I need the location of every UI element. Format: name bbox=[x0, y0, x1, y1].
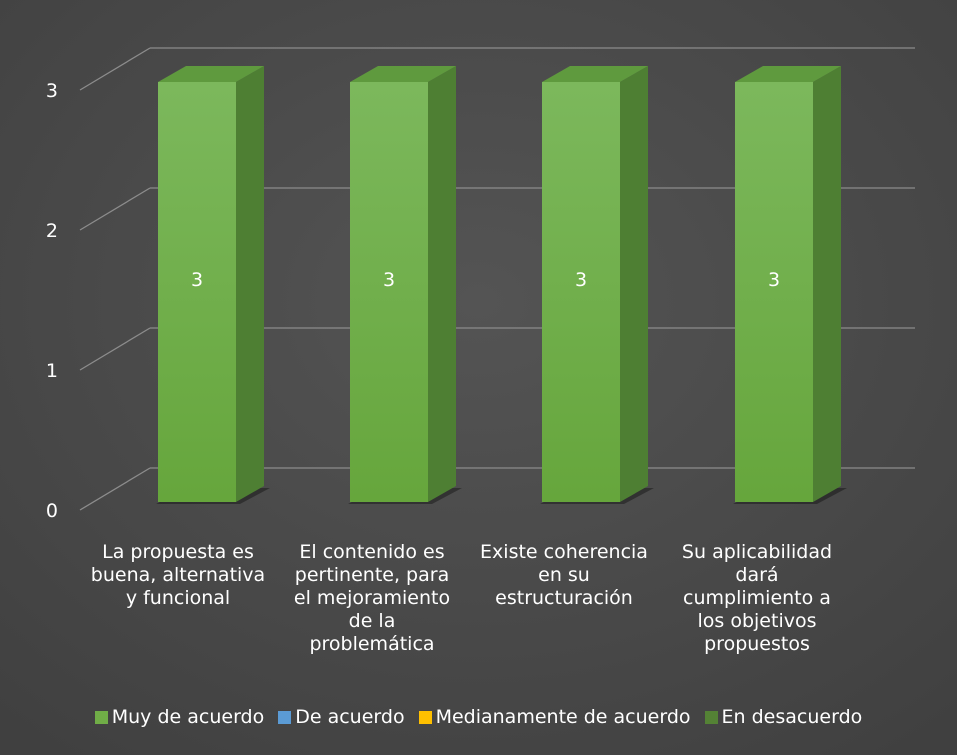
bar-4 bbox=[735, 82, 813, 502]
bar-top-3 bbox=[542, 66, 648, 82]
data-label-1: 3 bbox=[191, 269, 203, 291]
bar-side-1 bbox=[236, 66, 264, 502]
category-label-1-line-3: y funcional bbox=[125, 587, 231, 609]
legend-label-en-desacuerdo: En desacuerdo bbox=[721, 706, 863, 728]
category-label-2-line-5: problemática bbox=[309, 633, 435, 655]
category-label-1-line-2: buena, alternativa bbox=[90, 564, 266, 586]
bar-side-3 bbox=[620, 66, 648, 502]
y-tick-label-3: 3 bbox=[46, 80, 58, 102]
y-tick-label-1: 1 bbox=[46, 360, 58, 382]
bar-side-4 bbox=[813, 66, 841, 502]
bar-top-4 bbox=[735, 66, 841, 82]
category-label-4-line-5: propuestos bbox=[704, 633, 810, 655]
bar-1 bbox=[158, 82, 236, 502]
legend-item-de-acuerdo: De acuerdo bbox=[278, 706, 405, 728]
legend-swatch-medianamente-de-acuerdo bbox=[418, 710, 432, 724]
legend-label-muy-de-acuerdo: Muy de acuerdo bbox=[111, 706, 265, 728]
legend-swatch-en-desacuerdo bbox=[704, 710, 718, 724]
bar-2 bbox=[350, 82, 428, 502]
legend-item-medianamente-de-acuerdo: Medianamente de acuerdo bbox=[418, 706, 691, 728]
bar-side-2 bbox=[428, 66, 456, 502]
gridline-diagonal-1 bbox=[79, 327, 151, 371]
legend-item-en-desacuerdo: En desacuerdo bbox=[704, 706, 863, 728]
category-label-2: El contenido es pertinente, para el mejo… bbox=[282, 541, 462, 656]
category-label-2-line-3: el mejoramiento bbox=[293, 587, 451, 609]
category-label-4: Su aplicabilidad dará cumplimiento a los… bbox=[667, 541, 847, 656]
gridline-diagonal-3 bbox=[79, 47, 151, 91]
category-label-2-line-1: El contenido es bbox=[299, 541, 445, 563]
bar-3 bbox=[542, 82, 620, 502]
legend: Muy de acuerdo De acuerdo Medianamente d… bbox=[0, 706, 957, 728]
y-tick-label-0: 0 bbox=[46, 500, 58, 522]
data-label-3: 3 bbox=[575, 269, 587, 291]
gridline-diagonal-0 bbox=[79, 467, 151, 511]
category-label-4-line-2: dará bbox=[735, 564, 779, 586]
category-label-3-line-3: estructuración bbox=[495, 587, 633, 609]
category-label-4-line-1: Su aplicabilidad bbox=[681, 541, 833, 563]
legend-swatch-de-acuerdo bbox=[278, 710, 292, 724]
y-tick-label-2: 2 bbox=[46, 220, 58, 242]
legend-label-de-acuerdo: De acuerdo bbox=[295, 706, 405, 728]
gridline-diagonal-2 bbox=[79, 187, 151, 231]
category-label-1-line-1: La propuesta es bbox=[102, 541, 254, 563]
legend-swatch-muy-de-acuerdo bbox=[94, 710, 108, 724]
bar-top-2 bbox=[350, 66, 456, 82]
category-label-3-line-2: en su bbox=[538, 564, 590, 586]
data-label-4: 3 bbox=[768, 269, 780, 291]
category-label-1: La propuesta es buena, alternativa y fun… bbox=[88, 541, 268, 610]
category-label-3: Existe coherencia en su estructuración bbox=[474, 541, 654, 610]
category-label-2-line-2: pertinente, para bbox=[294, 564, 450, 586]
bar-top-1 bbox=[158, 66, 264, 82]
category-label-3-line-1: Existe coherencia bbox=[480, 541, 648, 563]
data-label-2: 3 bbox=[383, 269, 395, 291]
category-label-2-line-4: de la bbox=[348, 610, 396, 632]
category-label-4-line-4: los objetivos bbox=[697, 610, 817, 632]
legend-item-muy-de-acuerdo: Muy de acuerdo bbox=[94, 706, 265, 728]
legend-label-medianamente-de-acuerdo: Medianamente de acuerdo bbox=[435, 706, 691, 728]
category-label-4-line-3: cumplimiento a bbox=[683, 587, 831, 609]
